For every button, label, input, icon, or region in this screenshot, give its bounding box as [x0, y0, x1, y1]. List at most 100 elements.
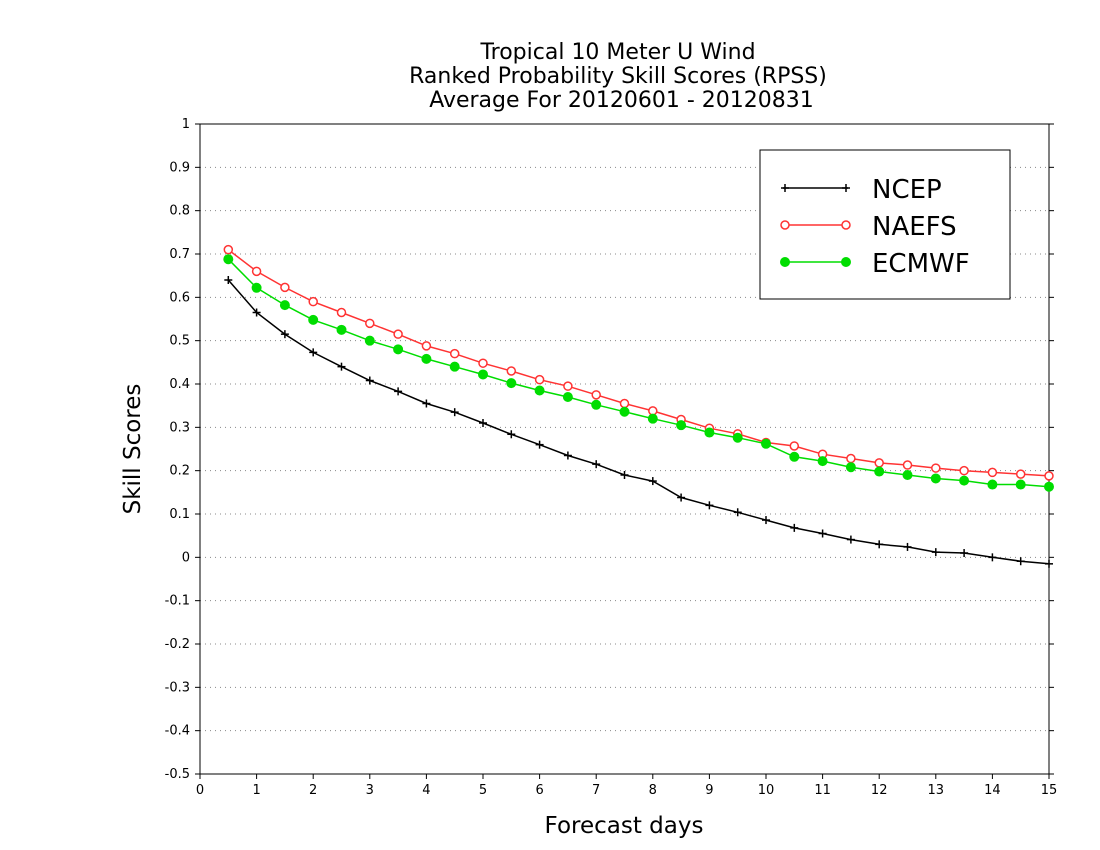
plot-area-frame: [199, 123, 1050, 775]
legend-label-ecmwf: ECMWF: [872, 249, 970, 279]
data-point-ecmwf: [251, 282, 262, 293]
data-point-ecmwf: [506, 378, 517, 389]
x-tick-label: 0: [196, 783, 204, 798]
data-point-ecmwf: [223, 254, 234, 265]
data-point-ecmwf: [930, 473, 941, 484]
x-tick-label: 1: [252, 783, 260, 798]
y-tick-label: -0.4: [165, 724, 190, 739]
legend-marker-ecmwf: [841, 257, 851, 267]
data-point-ncep: [450, 408, 459, 417]
data-point-naefs: [874, 458, 884, 468]
data-point-naefs: [421, 341, 432, 351]
data-point-ecmwf: [279, 300, 290, 311]
x-axis-label: Forecast days: [545, 813, 704, 839]
x-tick-label: 4: [422, 783, 430, 798]
y-tick-label: -0.5: [165, 767, 190, 782]
data-point-ncep: [875, 540, 884, 549]
data-point-ncep: [394, 387, 403, 396]
data-point-ncep: [563, 451, 572, 460]
y-tick-label: 1: [182, 117, 190, 132]
data-point-ecmwf: [874, 466, 885, 477]
x-tick-label: 12: [871, 783, 888, 798]
data-point-ecmwf: [902, 470, 913, 480]
legend-label-naefs: NAEFS: [872, 212, 957, 242]
legend: NCEP NAEFS ECMWF: [759, 149, 1011, 300]
x-tick-label: 6: [535, 783, 543, 798]
series-ecmwf: [223, 254, 1054, 492]
y-tick-label: 0.4: [169, 377, 190, 392]
data-point-ecmwf: [619, 406, 630, 417]
data-point-ecmwf: [817, 456, 828, 467]
data-point-naefs: [931, 463, 941, 473]
data-point-naefs: [280, 282, 290, 293]
data-point-naefs: [987, 467, 998, 478]
data-point-naefs: [506, 366, 517, 376]
y-tick-label: 0.5: [169, 334, 190, 349]
data-point-ecmwf: [421, 353, 432, 364]
data-point-ncep: [988, 553, 997, 562]
title-line-2: Ranked Probability Skill Scores (RPSS): [409, 64, 827, 89]
data-point-ecmwf: [393, 344, 404, 355]
legend-marker-naefs: [841, 220, 851, 230]
title-line-3: Average For 20120601 - 20120831: [422, 88, 814, 113]
data-point-ecmwf: [364, 335, 375, 346]
data-point-ecmwf: [591, 399, 602, 410]
data-point-ecmwf: [647, 413, 658, 424]
data-point-ncep: [1016, 557, 1025, 566]
title-line-1: Tropical 10 Meter U Wind: [479, 40, 755, 65]
x-tick-label: 3: [366, 783, 374, 798]
series-group: [223, 244, 1054, 568]
data-point-ncep: [535, 440, 544, 449]
data-point-ncep: [422, 399, 431, 408]
legend-entry-naefs: NAEFS: [780, 212, 957, 242]
y-tick-label: 0.8: [169, 204, 190, 219]
data-point-ecmwf: [732, 432, 743, 443]
y-tick-label: -0.3: [165, 680, 190, 695]
data-point-ncep: [677, 493, 686, 502]
x-tick-label: 2: [309, 783, 317, 798]
y-tick-label: -0.2: [165, 637, 190, 652]
data-point-ncep: [337, 362, 346, 371]
y-tick-label: 0.9: [169, 160, 190, 175]
data-point-naefs: [251, 266, 262, 277]
y-tick-label: 0.3: [169, 420, 190, 435]
data-point-ncep: [846, 535, 855, 544]
data-point-ecmwf: [449, 361, 460, 372]
data-point-ecmwf: [534, 385, 545, 396]
data-point-ncep: [309, 348, 318, 357]
legend-marker-naefs: [780, 220, 790, 230]
data-point-naefs: [336, 307, 347, 318]
data-point-naefs: [789, 441, 800, 451]
data-point-naefs: [534, 374, 545, 385]
data-point-ncep: [252, 308, 261, 317]
legend-marker-ncep: [842, 184, 850, 192]
y-axis-label: Skill Scores: [120, 384, 146, 515]
legend-label-ncep: NCEP: [872, 175, 942, 205]
data-point-ncep: [620, 471, 629, 479]
data-point-ecmwf: [562, 392, 573, 402]
x-tick-label: 9: [705, 783, 713, 798]
data-point-naefs: [1015, 469, 1026, 479]
y-tick-label: 0.1: [169, 507, 190, 522]
legend-entries: NCEP NAEFS ECMWF: [780, 175, 970, 279]
data-point-naefs: [591, 390, 601, 400]
x-tick-label: 8: [649, 783, 657, 798]
data-point-ncep: [960, 549, 969, 557]
axis-ticks: -0.5 -0.4 -0.3 -0.2 -0.1 0 0.1 0.2 0.3 0.4 0.5 0.6 0…: [165, 117, 1058, 798]
data-point-naefs: [478, 358, 488, 368]
y-tick-label: -0.1: [165, 594, 190, 609]
data-point-ncep: [280, 330, 289, 339]
y-tick-label: 0.7: [169, 247, 190, 262]
data-point-ecmwf: [845, 462, 856, 473]
data-point-ncep: [705, 501, 714, 510]
data-point-naefs: [959, 465, 969, 476]
data-point-ncep: [1045, 559, 1053, 568]
x-tick-label: 13: [928, 783, 945, 798]
data-point-naefs: [563, 381, 573, 391]
y-tick-label: 0: [182, 550, 190, 565]
data-point-naefs: [1044, 471, 1054, 481]
data-point-naefs: [902, 460, 913, 470]
data-point-ncep: [818, 529, 827, 538]
series-ncep: [224, 276, 1053, 568]
